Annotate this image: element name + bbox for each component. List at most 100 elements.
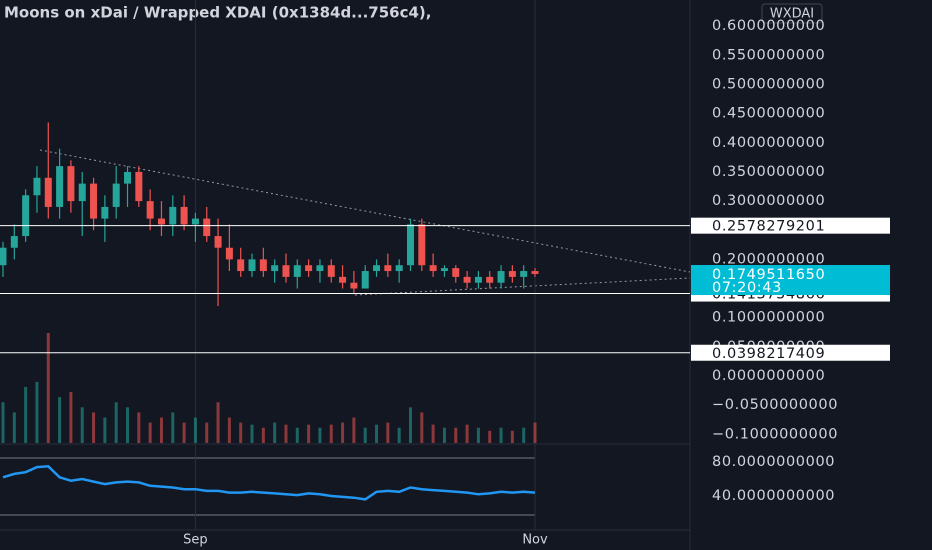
volume-bar (465, 424, 469, 443)
candle-body (180, 206, 188, 225)
candle-body (90, 183, 98, 219)
candle-body (22, 195, 30, 237)
candle-body (486, 276, 494, 283)
y-tick-label: 0.6000000000 (712, 18, 825, 34)
trend-line (39, 149, 691, 273)
candle-body (169, 206, 177, 225)
volume-bar (273, 422, 277, 443)
volume-bar (476, 427, 480, 443)
volume-bar (363, 427, 367, 443)
volume-bar (171, 412, 175, 443)
candle-body (146, 201, 154, 219)
candle-body (293, 265, 301, 277)
candle-body (327, 265, 335, 277)
volume-bar (522, 427, 526, 443)
candle-body (531, 271, 539, 274)
candle-body (78, 183, 86, 202)
candle-body (373, 265, 381, 272)
symbol-badge-box[interactable] (761, 3, 823, 24)
volume-bar (341, 422, 345, 443)
candle-body (135, 171, 143, 202)
candle-body (157, 218, 165, 225)
candle-body (508, 271, 516, 277)
price-label: 0.2578279201 (712, 219, 825, 235)
y-tick-label: 0.2000000000 (712, 251, 825, 267)
candle-body (339, 276, 347, 283)
y-tick-label: 0.5500000000 (712, 47, 825, 63)
volume-bar (159, 417, 163, 443)
candle-body (56, 166, 64, 207)
candle-body (282, 265, 290, 277)
candle-body (191, 218, 199, 225)
candle-body (271, 265, 279, 272)
volume-bar (442, 427, 446, 443)
volume-bar (329, 424, 333, 443)
volume-bar (488, 430, 492, 443)
y-tick-label: 0.4000000000 (712, 135, 825, 151)
candle-body (225, 247, 233, 260)
candle-body (0, 247, 7, 266)
y-tick-label: 0.1000000000 (712, 310, 825, 326)
volume-bar (1, 402, 5, 443)
candle-body (316, 265, 324, 272)
volume-bar (205, 422, 209, 443)
volume-bar (58, 397, 62, 443)
candle-body (361, 271, 369, 289)
candle-body (44, 177, 52, 207)
candle-body (463, 276, 471, 283)
volume-bar (193, 417, 197, 443)
y-tick-label: 0.0000000000 (712, 368, 825, 384)
candle-body (124, 171, 132, 184)
candle-body (418, 224, 426, 266)
volume-bar (250, 424, 254, 443)
y-tick-label: −0.1000000000 (712, 426, 838, 442)
candle-body (440, 268, 448, 272)
volume-bar (69, 392, 73, 443)
candle-body (203, 218, 211, 237)
candle-body (429, 265, 437, 272)
candle-body (305, 265, 313, 272)
volume-bar (92, 412, 96, 443)
candle-body (214, 236, 222, 248)
volume-bar (375, 424, 379, 443)
candle-body (67, 166, 75, 202)
volume-bar (261, 427, 265, 443)
candle-body (259, 259, 267, 272)
candle-body (33, 177, 41, 196)
candle-body (10, 236, 18, 248)
y-tick-label: 0.5000000000 (712, 77, 825, 93)
volume-bar (408, 407, 412, 443)
price-label-box (691, 344, 890, 361)
volume-bar (420, 412, 424, 443)
volume-bar (352, 417, 356, 443)
volume-bar (114, 402, 118, 443)
symbol-badge[interactable]: WXDAI (770, 7, 814, 22)
current-price-label: 0.1749511650 (712, 267, 825, 283)
volume-bar (216, 402, 220, 443)
candle-body (497, 271, 505, 283)
trend-line (354, 277, 691, 296)
x-tick-label: Sep (183, 533, 208, 548)
volume-bar (227, 417, 231, 443)
volume-bar (35, 381, 39, 443)
volume-bar (103, 417, 107, 443)
candle-body (395, 265, 403, 272)
chart-title: Moons on xDai / Wrapped XDAI (0x1384d...… (4, 4, 431, 22)
price-label-box (691, 217, 890, 234)
volume-bar (148, 422, 152, 443)
rsi-tick-label: 40.0000000000 (712, 488, 835, 504)
y-tick-label: −0.0500000000 (712, 397, 838, 413)
volume-bar (239, 422, 243, 443)
volume-bar (431, 424, 435, 443)
countdown: 07:20:43 (712, 280, 782, 296)
volume-bar (46, 333, 50, 443)
volume-bar (454, 427, 458, 443)
volume-bar (533, 422, 537, 443)
rsi-line (2, 465, 536, 501)
volume-bar (499, 427, 503, 443)
volume-bar (318, 427, 322, 443)
candle-body (101, 206, 109, 219)
volume-bar (510, 430, 514, 443)
